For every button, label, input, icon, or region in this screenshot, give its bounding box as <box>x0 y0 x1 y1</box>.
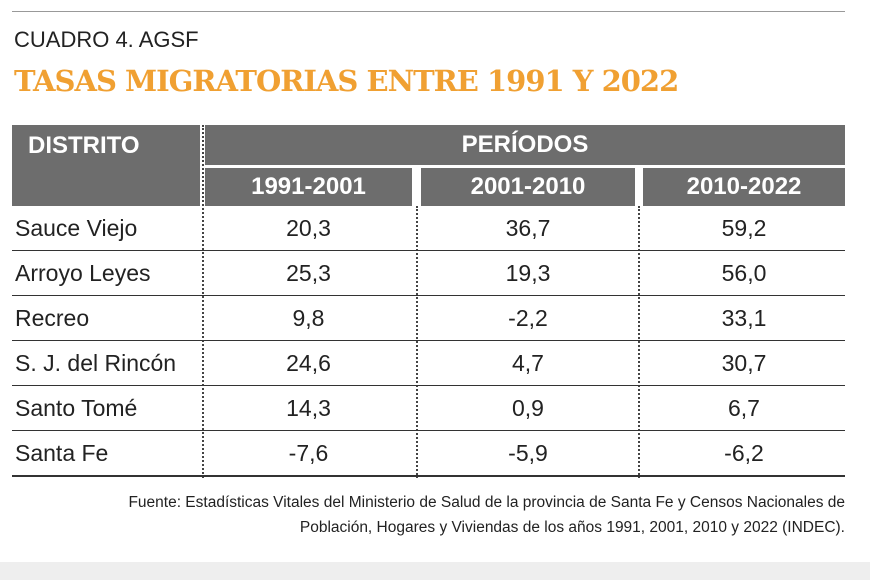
separator <box>638 206 640 478</box>
table-title: TASAS MIGRATORIAS ENTRE 1991 Y 2022 <box>14 64 679 98</box>
column-header: 2010-2022 <box>643 168 845 206</box>
row-rule <box>12 385 845 386</box>
rate-value: -6,2 <box>724 440 764 466</box>
row-rule <box>12 250 845 251</box>
rate-value: 19,3 <box>505 260 551 286</box>
rate-value: -7,6 <box>288 440 329 466</box>
district-name: Recreo <box>15 305 90 331</box>
row-rule <box>12 475 845 477</box>
bottom-strip <box>0 562 870 580</box>
district-name: Arroyo Leyes <box>15 260 151 286</box>
row-rule <box>12 340 845 341</box>
column-header: 1991-2001 <box>205 168 412 206</box>
source-line: Población, Hogares y Viviendas de los añ… <box>299 519 845 536</box>
rate-value: 30,7 <box>721 350 767 376</box>
top-rule <box>12 11 845 12</box>
rate-value: 36,7 <box>505 215 551 241</box>
district-name: Santo Tomé <box>15 395 138 421</box>
rate-value: 0,9 <box>512 395 544 421</box>
source-line: Fuente: Estadísticas Vitales del Ministe… <box>128 494 845 511</box>
district-name: Santa Fe <box>15 440 109 466</box>
rate-value: 56,0 <box>721 260 767 286</box>
rate-value: 6,7 <box>728 395 760 421</box>
rate-value: 9,8 <box>292 305 325 331</box>
rate-value: -5,9 <box>508 440 548 466</box>
column-header: 2001-2010 <box>421 168 635 206</box>
rate-value: 33,1 <box>721 305 767 331</box>
district-name: Sauce Viejo <box>15 215 138 241</box>
rate-value: 20,3 <box>286 215 331 241</box>
rate-value: 24,6 <box>286 350 331 376</box>
district-header: DISTRITO <box>12 125 200 166</box>
district-name: S. J. del Rincón <box>15 350 177 376</box>
rate-value: -2,2 <box>508 305 548 331</box>
separator <box>202 125 204 478</box>
period-header: PERÍODOS <box>205 125 845 165</box>
source: Fuente: Estadísticas Vitales del Ministe… <box>128 490 845 540</box>
rate-value: 4,7 <box>512 350 544 376</box>
rate-value: 59,2 <box>721 215 767 241</box>
separator <box>416 206 418 478</box>
row-rule <box>12 430 845 431</box>
header-fill <box>12 166 200 206</box>
table-label: CUADRO 4. AGSF <box>14 27 199 52</box>
rate-value: 14,3 <box>286 395 331 421</box>
row-rule <box>12 295 845 296</box>
rate-value: 25,3 <box>286 260 331 286</box>
